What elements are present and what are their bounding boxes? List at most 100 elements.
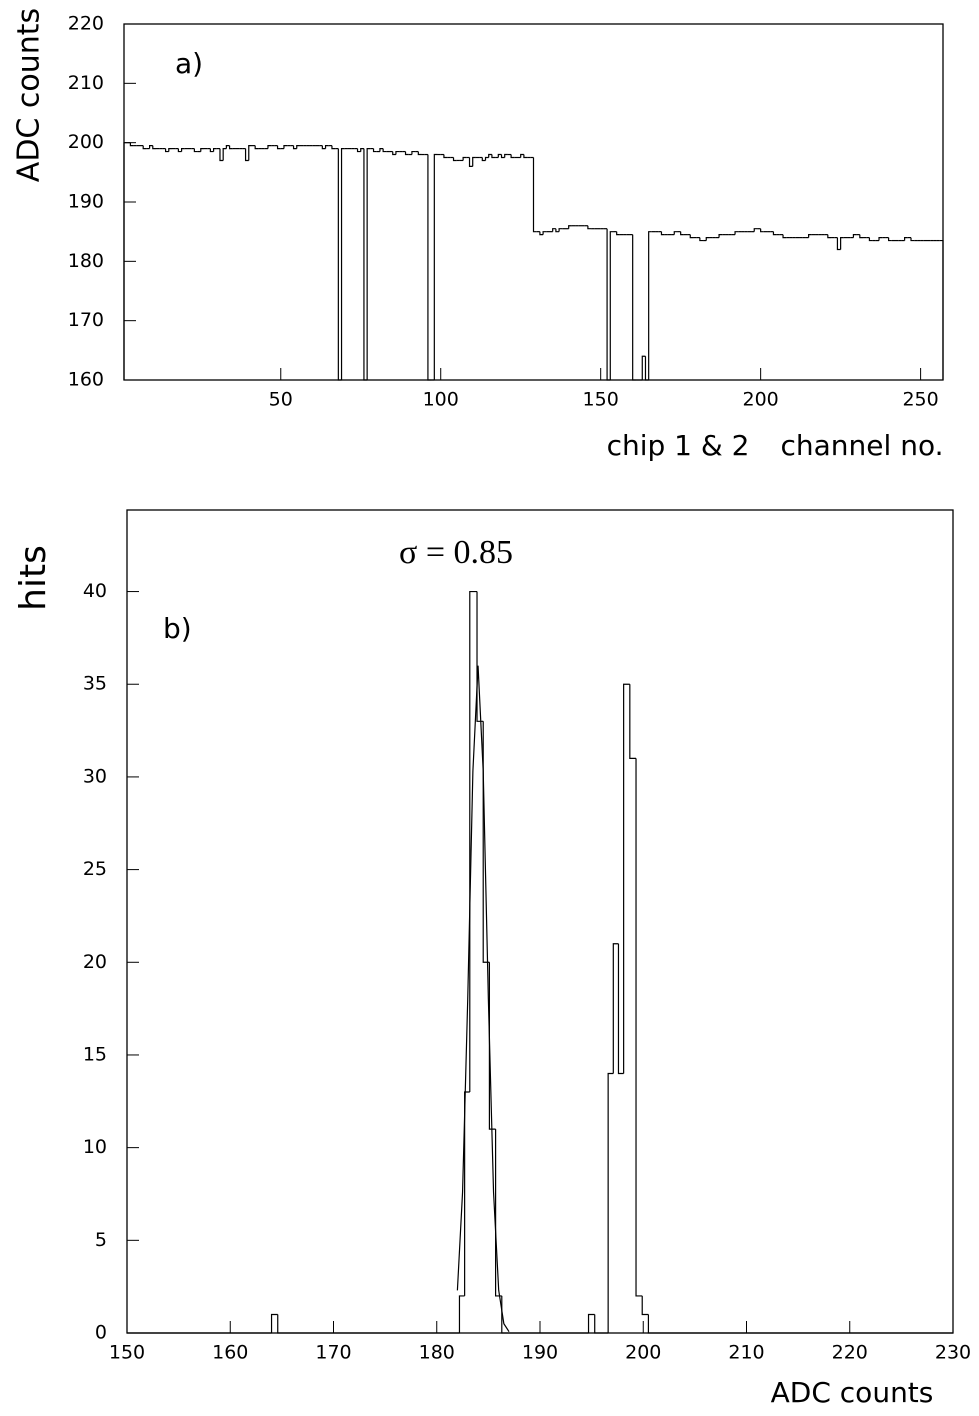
histogram-bin xyxy=(606,228,611,381)
histogram-bin xyxy=(612,943,619,1074)
histogram-bin xyxy=(520,153,524,158)
x-tick-label: 190 xyxy=(522,1342,558,1364)
histogram-bin xyxy=(904,237,908,241)
y-axis-label: ADC counts xyxy=(12,8,47,182)
y-tick-label: 40 xyxy=(83,580,107,602)
histogram-bin xyxy=(594,1314,609,1334)
histogram-bin xyxy=(372,148,377,153)
y-tick-label: 200 xyxy=(68,131,104,153)
histogram-bin xyxy=(500,154,505,159)
x-tick-label: 150 xyxy=(583,389,619,411)
histogram-bin xyxy=(648,231,652,380)
histogram-bin xyxy=(177,148,182,153)
y-tick-label: 25 xyxy=(83,858,107,880)
histogram-bin xyxy=(635,758,643,1297)
x-tick-label: 200 xyxy=(743,389,779,411)
histogram-bin xyxy=(609,231,614,380)
histogram-bin xyxy=(852,234,857,238)
x-tick-label: 210 xyxy=(728,1342,764,1364)
histogram-bin xyxy=(283,145,288,149)
histogram-bin xyxy=(660,231,665,236)
histogram-bin xyxy=(760,228,764,233)
histogram-bin xyxy=(337,148,342,381)
histogram-bin xyxy=(379,148,384,152)
histogram-bin xyxy=(360,148,364,152)
histogram-bin xyxy=(488,962,496,1130)
histogram-bin xyxy=(464,1091,470,1296)
histogram-bin xyxy=(616,231,620,236)
histogram-bin xyxy=(568,225,572,229)
y-axis-label: hits xyxy=(13,545,54,611)
histogram-bin xyxy=(462,156,467,161)
histogram-bin xyxy=(644,356,649,381)
y-tick-label: 0 xyxy=(95,1322,107,1344)
histogram-bin xyxy=(888,237,892,242)
histogram-bin xyxy=(148,145,153,149)
histogram-bin xyxy=(647,1314,953,1334)
histogram-bin xyxy=(129,142,134,147)
histogram-bin xyxy=(617,943,624,1075)
histogram-bin xyxy=(641,1295,649,1316)
histogram-bin xyxy=(193,148,198,153)
histogram-bin xyxy=(244,148,249,162)
histogram-bin xyxy=(340,148,345,380)
histogram-bin xyxy=(363,148,368,381)
histogram-bin xyxy=(510,154,515,159)
histogram-bin xyxy=(836,237,841,251)
histogram-bin xyxy=(772,231,777,236)
y-tick-label: 190 xyxy=(68,191,104,213)
histogram-bin xyxy=(552,228,556,232)
histogram-bin xyxy=(495,1129,502,1297)
x-tick-label: 50 xyxy=(269,389,293,411)
y-tick-label: 15 xyxy=(83,1043,107,1065)
histogram-bin xyxy=(222,148,227,161)
histogram-bin xyxy=(356,148,361,153)
x-tick-label: 250 xyxy=(902,389,938,411)
histogram-bin xyxy=(491,154,496,159)
histogram-bin xyxy=(292,145,297,150)
histogram-bin xyxy=(225,145,230,149)
histogram-bin xyxy=(523,154,528,159)
y-tick-label: 10 xyxy=(83,1136,107,1158)
y-tick-label: 160 xyxy=(68,369,104,391)
histogram-bin xyxy=(270,1313,278,1333)
histogram-bin xyxy=(734,231,739,235)
x-tick-label: 220 xyxy=(832,1342,868,1364)
histogram-bin xyxy=(827,234,832,239)
histogram-bin xyxy=(254,145,259,150)
histogram-bin xyxy=(705,237,710,241)
y-tick-label: 30 xyxy=(83,765,107,787)
histogram-bin xyxy=(632,234,636,381)
histogram-bin xyxy=(443,154,448,159)
histogram-bin xyxy=(382,148,387,153)
histogram-bin xyxy=(219,148,224,162)
histogram-bin xyxy=(484,156,489,161)
histogram-bin xyxy=(910,237,915,242)
annotation: a) xyxy=(175,47,203,80)
histogram-bin xyxy=(212,148,217,152)
y-tick-label: 5 xyxy=(95,1229,107,1251)
histogram-bin xyxy=(164,148,169,153)
histogram-bin xyxy=(267,145,272,149)
x-tick-label: 180 xyxy=(419,1342,455,1364)
histogram-bin xyxy=(324,145,329,149)
annotation: σ = 0.85 xyxy=(399,534,513,571)
histogram-bin xyxy=(555,228,560,233)
annotation: chip 1 & 2 xyxy=(607,429,750,462)
histogram-bin xyxy=(542,231,547,235)
histogram-bin xyxy=(859,234,864,239)
histogram-bin xyxy=(168,148,172,152)
histogram-bin xyxy=(404,151,409,156)
y-tick-label: 180 xyxy=(68,250,104,272)
histogram-bin xyxy=(228,145,233,150)
histogram-bin xyxy=(458,1295,465,1333)
histogram-bin xyxy=(623,683,630,1074)
histogram-bin xyxy=(366,148,371,380)
annotation: b) xyxy=(163,612,192,645)
histogram-bin xyxy=(532,157,537,233)
y-tick-label: 20 xyxy=(83,951,107,973)
x-axis-label: channel no. xyxy=(781,429,944,462)
histogram-bin xyxy=(276,145,281,150)
x-axis-label: ADC counts xyxy=(771,1376,934,1409)
histogram-bin xyxy=(488,153,492,158)
